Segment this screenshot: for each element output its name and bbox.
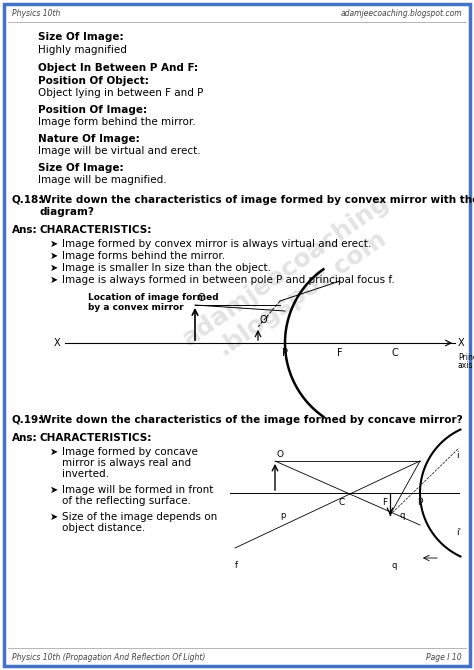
Text: Image is always formed in between pole P and principal focus f.: Image is always formed in between pole P… — [62, 275, 395, 285]
Text: Position Of Object:: Position Of Object: — [38, 76, 149, 86]
Text: Image will be magnified.: Image will be magnified. — [38, 175, 167, 185]
Text: Highly magnified: Highly magnified — [38, 45, 127, 55]
Text: CHARACTERISTICS:: CHARACTERISTICS: — [40, 225, 152, 235]
Text: Physics 10th: Physics 10th — [12, 9, 60, 17]
Text: Image form behind the mirror.: Image form behind the mirror. — [38, 117, 196, 127]
Text: Physics 10th (Propagation And Reflection Of Light): Physics 10th (Propagation And Reflection… — [12, 653, 205, 663]
Text: i: i — [456, 451, 459, 460]
Text: C: C — [339, 498, 345, 507]
Text: adamjeecoaching.blogspot.com: adamjeecoaching.blogspot.com — [340, 9, 462, 17]
Text: Image forms behind the mirror.: Image forms behind the mirror. — [62, 251, 225, 261]
Text: O': O' — [260, 315, 270, 325]
Text: diagram?: diagram? — [40, 207, 95, 217]
Text: of the reflecting surface.: of the reflecting surface. — [62, 496, 191, 506]
Text: Page I 10: Page I 10 — [427, 653, 462, 663]
Text: Image will be formed in front: Image will be formed in front — [62, 485, 213, 495]
Text: Object lying in between F and P: Object lying in between F and P — [38, 88, 203, 98]
Text: ➤: ➤ — [50, 239, 58, 249]
Text: adamjeecoaching
.blogspot.com: adamjeecoaching .blogspot.com — [178, 190, 410, 373]
Text: object distance.: object distance. — [62, 523, 145, 533]
Text: Location of image formed: Location of image formed — [88, 293, 219, 302]
Text: ➤: ➤ — [50, 263, 58, 273]
Text: Q.19:: Q.19: — [12, 415, 43, 425]
Text: Write down the characteristics of the image formed by concave mirror?: Write down the characteristics of the im… — [40, 415, 463, 425]
Text: Nature Of Image:: Nature Of Image: — [38, 134, 140, 144]
Text: O: O — [198, 293, 206, 303]
Text: Image is smaller In size than the object.: Image is smaller In size than the object… — [62, 263, 271, 273]
Text: CHARACTERISTICS:: CHARACTERISTICS: — [40, 433, 152, 443]
Text: Ans:: Ans: — [12, 225, 37, 235]
Text: ➤: ➤ — [50, 447, 58, 457]
Text: by a convex mirror: by a convex mirror — [88, 303, 183, 312]
FancyBboxPatch shape — [4, 4, 470, 666]
Text: F: F — [383, 498, 388, 507]
Text: X: X — [54, 338, 60, 348]
Text: ➤: ➤ — [50, 251, 58, 261]
Text: inverted.: inverted. — [62, 469, 109, 479]
Text: p: p — [280, 511, 285, 520]
Text: q: q — [392, 561, 397, 570]
Text: Size Of Image:: Size Of Image: — [38, 32, 124, 42]
Text: mirror is always real and: mirror is always real and — [62, 458, 191, 468]
Text: ➤: ➤ — [50, 512, 58, 522]
Text: f: f — [235, 561, 238, 570]
Text: F: F — [337, 348, 343, 358]
Text: Ans:: Ans: — [12, 433, 37, 443]
Text: i': i' — [456, 528, 461, 537]
Text: C: C — [392, 348, 398, 358]
Text: Write down the characteristics of image formed by convex mirror with the help of: Write down the characteristics of image … — [40, 195, 474, 205]
Text: axis: axis — [458, 361, 474, 370]
Text: O: O — [277, 450, 284, 459]
Text: X: X — [458, 338, 465, 348]
Text: Q.18:: Q.18: — [12, 195, 44, 205]
Text: Position Of Image:: Position Of Image: — [38, 105, 147, 115]
Text: Size of the image depends on: Size of the image depends on — [62, 512, 217, 522]
Text: Size Of Image:: Size Of Image: — [38, 163, 124, 173]
Text: Image formed by convex mirror is always virtual and erect.: Image formed by convex mirror is always … — [62, 239, 371, 249]
Text: Image will be virtual and erect.: Image will be virtual and erect. — [38, 146, 201, 156]
Text: P: P — [417, 498, 423, 507]
Text: ➤: ➤ — [50, 275, 58, 285]
Text: ➤: ➤ — [50, 485, 58, 495]
Text: Image formed by concave: Image formed by concave — [62, 447, 198, 457]
Text: q: q — [400, 511, 405, 520]
Text: Object In Between P And F:: Object In Between P And F: — [38, 63, 198, 73]
Text: P: P — [282, 348, 288, 358]
Text: Principal: Principal — [458, 353, 474, 362]
